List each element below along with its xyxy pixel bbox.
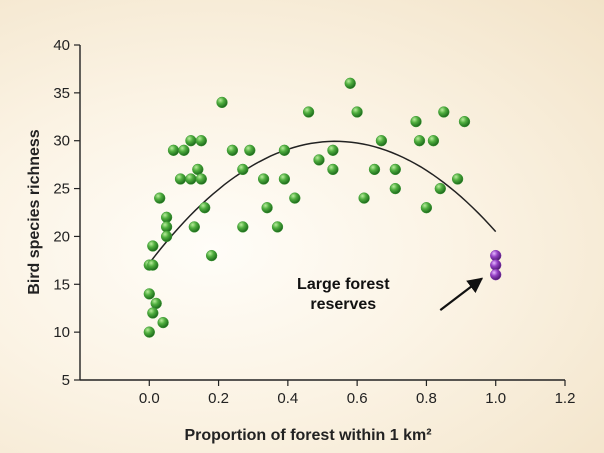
green-data-point <box>327 144 339 156</box>
x-axis-title: Proportion of forest within 1 km² <box>184 427 431 444</box>
green-data-point <box>178 144 190 156</box>
green-data-point <box>257 173 270 185</box>
green-data-point <box>174 173 187 185</box>
green-data-point <box>434 182 446 195</box>
green-data-point <box>278 173 291 185</box>
green-data-point <box>188 221 200 233</box>
green-data-point <box>147 307 159 319</box>
x-tick-label: 1.2 <box>555 390 576 407</box>
green-data-point <box>195 135 207 147</box>
green-data-point <box>368 163 381 176</box>
y-tick-label: 20 <box>53 228 70 245</box>
green-data-point <box>205 249 218 262</box>
green-data-point <box>244 144 256 156</box>
green-data-point <box>271 221 284 233</box>
green-data-point <box>375 135 388 147</box>
green-data-point <box>199 202 211 214</box>
fit-curve <box>148 140 497 264</box>
annotation-layer: Large forest reserves <box>297 276 484 313</box>
reserve-data-point <box>490 259 502 271</box>
annotation-label: reserves <box>310 296 376 313</box>
green-data-point <box>143 326 155 338</box>
fit-curve-layer <box>148 140 497 264</box>
green-data-point <box>278 144 291 156</box>
green-data-point <box>302 106 315 118</box>
y-axis-title: Bird species richness <box>26 129 43 295</box>
green-data-point <box>185 173 197 185</box>
green-data-point <box>458 115 471 128</box>
green-data-point <box>344 77 356 89</box>
annotation-label: Large forest <box>297 276 390 293</box>
green-data-point <box>451 173 464 185</box>
green-data-point <box>226 144 239 156</box>
x-tick-label: 0.8 <box>416 390 437 407</box>
green-data-point <box>160 211 173 223</box>
green-data-point <box>389 182 401 195</box>
green-data-point <box>160 221 173 233</box>
green-data-point <box>160 230 173 243</box>
green-data-point <box>237 221 249 233</box>
green-data-point <box>413 135 426 147</box>
x-tick-label: 0.6 <box>347 390 368 407</box>
green-data-point <box>195 173 207 185</box>
y-tick-label: 10 <box>53 324 70 341</box>
green-data-point <box>150 297 162 310</box>
x-tick-label: 0.4 <box>277 390 298 407</box>
data-points <box>143 77 502 338</box>
y-tick-label: 30 <box>53 133 70 150</box>
green-data-point <box>216 96 228 109</box>
y-tick-label: 35 <box>53 85 70 102</box>
green-data-point <box>389 163 401 176</box>
x-tick-label: 1.0 <box>485 390 506 407</box>
y-tick-label: 5 <box>62 372 70 389</box>
green-data-point <box>157 316 169 329</box>
green-data-point <box>167 144 180 156</box>
green-data-point <box>192 163 204 176</box>
green-data-point <box>358 192 370 204</box>
green-data-point <box>351 106 363 118</box>
x-tick-label: 0.0 <box>139 390 160 407</box>
green-data-point <box>289 192 301 204</box>
y-tick-label: 40 <box>53 37 70 54</box>
y-tick-label: 15 <box>53 276 70 293</box>
green-data-point <box>410 115 422 128</box>
axes: 5 10 15 20 25 30 35 40 0.0 0.2 0.4 0.6 0.8 1.0 1.2 <box>53 37 575 407</box>
y-tick-label: 25 <box>53 181 70 198</box>
green-data-point <box>420 202 433 214</box>
green-data-point <box>438 106 450 118</box>
green-data-point <box>147 259 159 271</box>
x-tick-label: 0.2 <box>208 390 229 407</box>
green-data-point <box>327 163 339 176</box>
green-data-point <box>185 135 197 147</box>
annotation-arrow <box>439 277 484 312</box>
green-data-point <box>427 135 440 147</box>
green-data-point <box>261 202 273 214</box>
reserve-data-point <box>490 269 502 281</box>
reserve-data-point <box>490 249 502 262</box>
green-data-point <box>237 163 249 176</box>
green-data-point <box>143 288 155 300</box>
green-data-point <box>147 240 159 252</box>
green-data-point <box>313 154 325 166</box>
green-data-point <box>154 192 166 204</box>
